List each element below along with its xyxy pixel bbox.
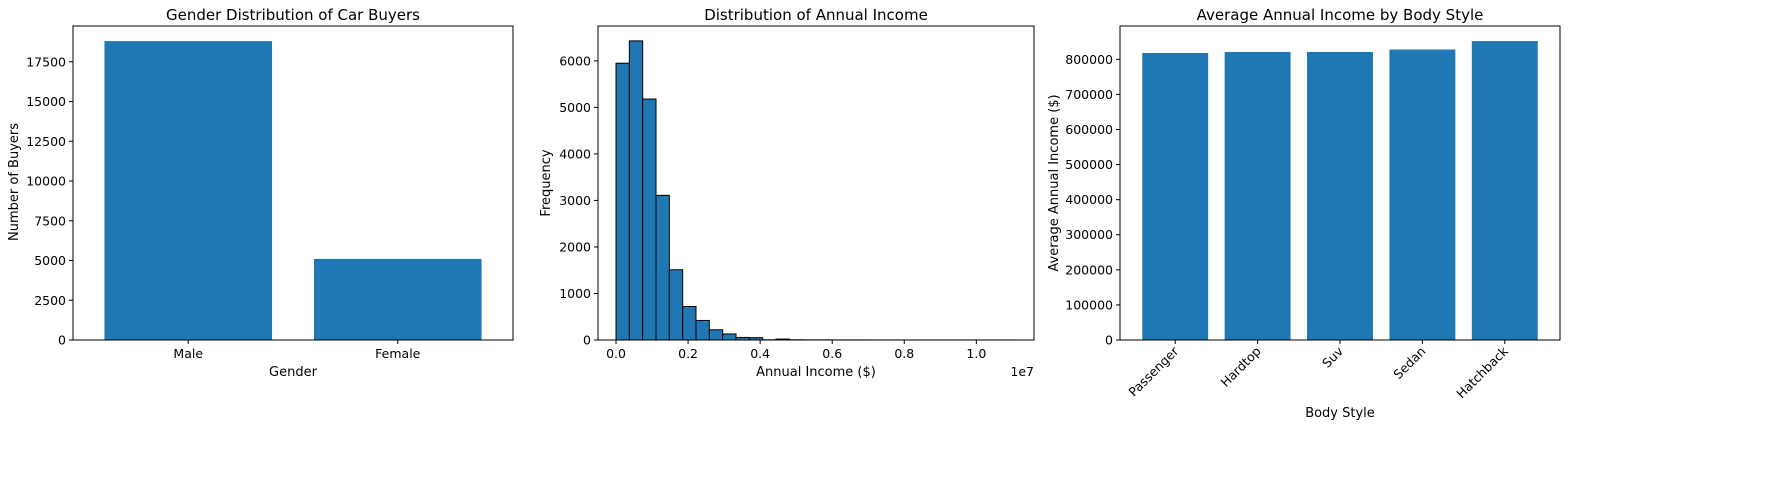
chart-bodystyle-bar <box>1471 41 1538 341</box>
chart-income-frame <box>597 25 1035 341</box>
chart-gender-ytick-label: 7500 <box>34 213 66 228</box>
chart-bodystyle-xtick-label: Hatchback <box>1453 343 1511 401</box>
chart-bodystyle-bar <box>1142 53 1209 340</box>
chart-bodystyle-bars <box>1142 41 1538 341</box>
chart-income-ytick-label: 1000 <box>559 286 591 301</box>
chart-gender-bar <box>313 258 482 340</box>
chart-bodystyle-bar <box>1389 49 1456 341</box>
chart-bodystyle-ytick-label: 300000 <box>1065 227 1113 242</box>
chart-income-axes: 0 1000 2000 3000 4000 5000 6000 0.0 0.2 0.4 0.6 0.8… <box>559 53 986 361</box>
chart-income-bin <box>695 319 710 341</box>
chart-income-bin <box>708 329 724 341</box>
chart-bodystyle-ylabel: Average Annual Income ($) <box>1047 94 1062 271</box>
chart-income-ylabel: Frequency <box>539 149 554 216</box>
chart-bodystyle-xlabel: Body Style <box>1305 406 1375 421</box>
chart-gender-axes: 0 2500 5000 7500 10000 12500 15000 17500 Male Fem… <box>26 54 420 361</box>
chart-bodystyle-ytick-label: 600000 <box>1065 122 1113 137</box>
chart-income-bin <box>615 62 630 341</box>
chart-bodystyle-ytick-label: 700000 <box>1065 87 1113 102</box>
chart-income-bin <box>655 194 670 341</box>
chart-gender: Gender Distribution of Car Buyers Number… <box>7 6 514 380</box>
chart-income-bin <box>642 98 657 341</box>
chart-income-xtick-label: 1.0 <box>966 346 986 361</box>
chart-bodystyle-frame <box>1119 25 1561 341</box>
chart-income-bin <box>682 306 697 341</box>
chart-gender-ytick-label: 17500 <box>26 54 66 69</box>
chart-gender-ytick-label: 0 <box>58 333 66 348</box>
chart-gender-xtick-label: Female <box>375 346 421 361</box>
chart-bodystyle-ytick-label: 100000 <box>1065 297 1113 312</box>
chart-bodystyle-ytick-label: 0 <box>1105 333 1113 348</box>
chart-bodystyle-ytick-label: 400000 <box>1065 192 1113 207</box>
chart-income-ytick-label: 4000 <box>559 146 591 161</box>
chart-bodystyle-bar <box>1307 51 1373 341</box>
chart-gender-frame <box>72 25 514 341</box>
chart-income-xtick-label: 0.6 <box>822 346 842 361</box>
chart-gender-ytick-label: 10000 <box>26 174 66 189</box>
chart-income-xlabel: Annual Income ($) <box>756 365 876 380</box>
chart-income-xtick-label: 0.8 <box>894 346 914 361</box>
chart-income-ytick-label: 0 <box>583 333 591 348</box>
chart-income-multiplier: 1e7 <box>1010 364 1034 379</box>
chart-income-ytick-label: 3000 <box>559 193 591 208</box>
chart-income-ytick-label: 6000 <box>559 53 591 68</box>
chart-gender-title: Gender Distribution of Car Buyers <box>166 6 420 24</box>
chart-income-xtick-label: 0.0 <box>606 346 626 361</box>
chart-bodystyle-xtick-label: Hardtop <box>1217 343 1263 389</box>
chart-bodystyle-xtick-label: Passenger <box>1125 343 1181 399</box>
chart-gender-bar <box>104 41 273 341</box>
chart-bodystyle-bar <box>1224 51 1291 341</box>
chart-bodystyle-title: Average Annual Income by Body Style <box>1197 6 1484 24</box>
chart-gender-ytick-label: 2500 <box>34 293 66 308</box>
chart-bodystyle: Average Annual Income by Body Style Aver… <box>1047 6 1561 421</box>
chart-income-hist: Distribution of Annual Income Frequency … <box>539 6 1035 380</box>
chart-bodystyle-ytick-label: 800000 <box>1065 52 1113 67</box>
chart-income-xtick-label: 0.2 <box>678 346 698 361</box>
chart-gender-bars <box>104 41 482 341</box>
chart-income-xtick-label: 0.4 <box>750 346 770 361</box>
chart-income-bin <box>722 333 737 341</box>
chart-gender-ytick-label: 5000 <box>34 253 66 268</box>
chart-gender-ytick-label: 12500 <box>26 134 66 149</box>
chart-income-title: Distribution of Annual Income <box>704 6 928 24</box>
chart-income-ytick-label: 5000 <box>559 100 591 115</box>
chart-gender-xlabel: Gender <box>269 365 318 380</box>
chart-bodystyle-ytick-label: 200000 <box>1065 262 1113 277</box>
chart-income-ytick-label: 2000 <box>559 239 591 254</box>
chart-gender-xtick-label: Male <box>173 346 203 361</box>
chart-bodystyle-ytick-label: 500000 <box>1065 157 1113 172</box>
chart-bodystyle-xtick-label: Sedan <box>1390 344 1428 382</box>
chart-gender-ylabel: Number of Buyers <box>7 123 22 241</box>
chart-income-bin <box>628 40 644 341</box>
chart-income-bin <box>668 269 684 341</box>
chart-income-bars <box>615 40 1017 341</box>
chart-bodystyle-xtick-label: Suv <box>1319 343 1346 370</box>
chart-gender-ytick-label: 15000 <box>26 94 66 109</box>
